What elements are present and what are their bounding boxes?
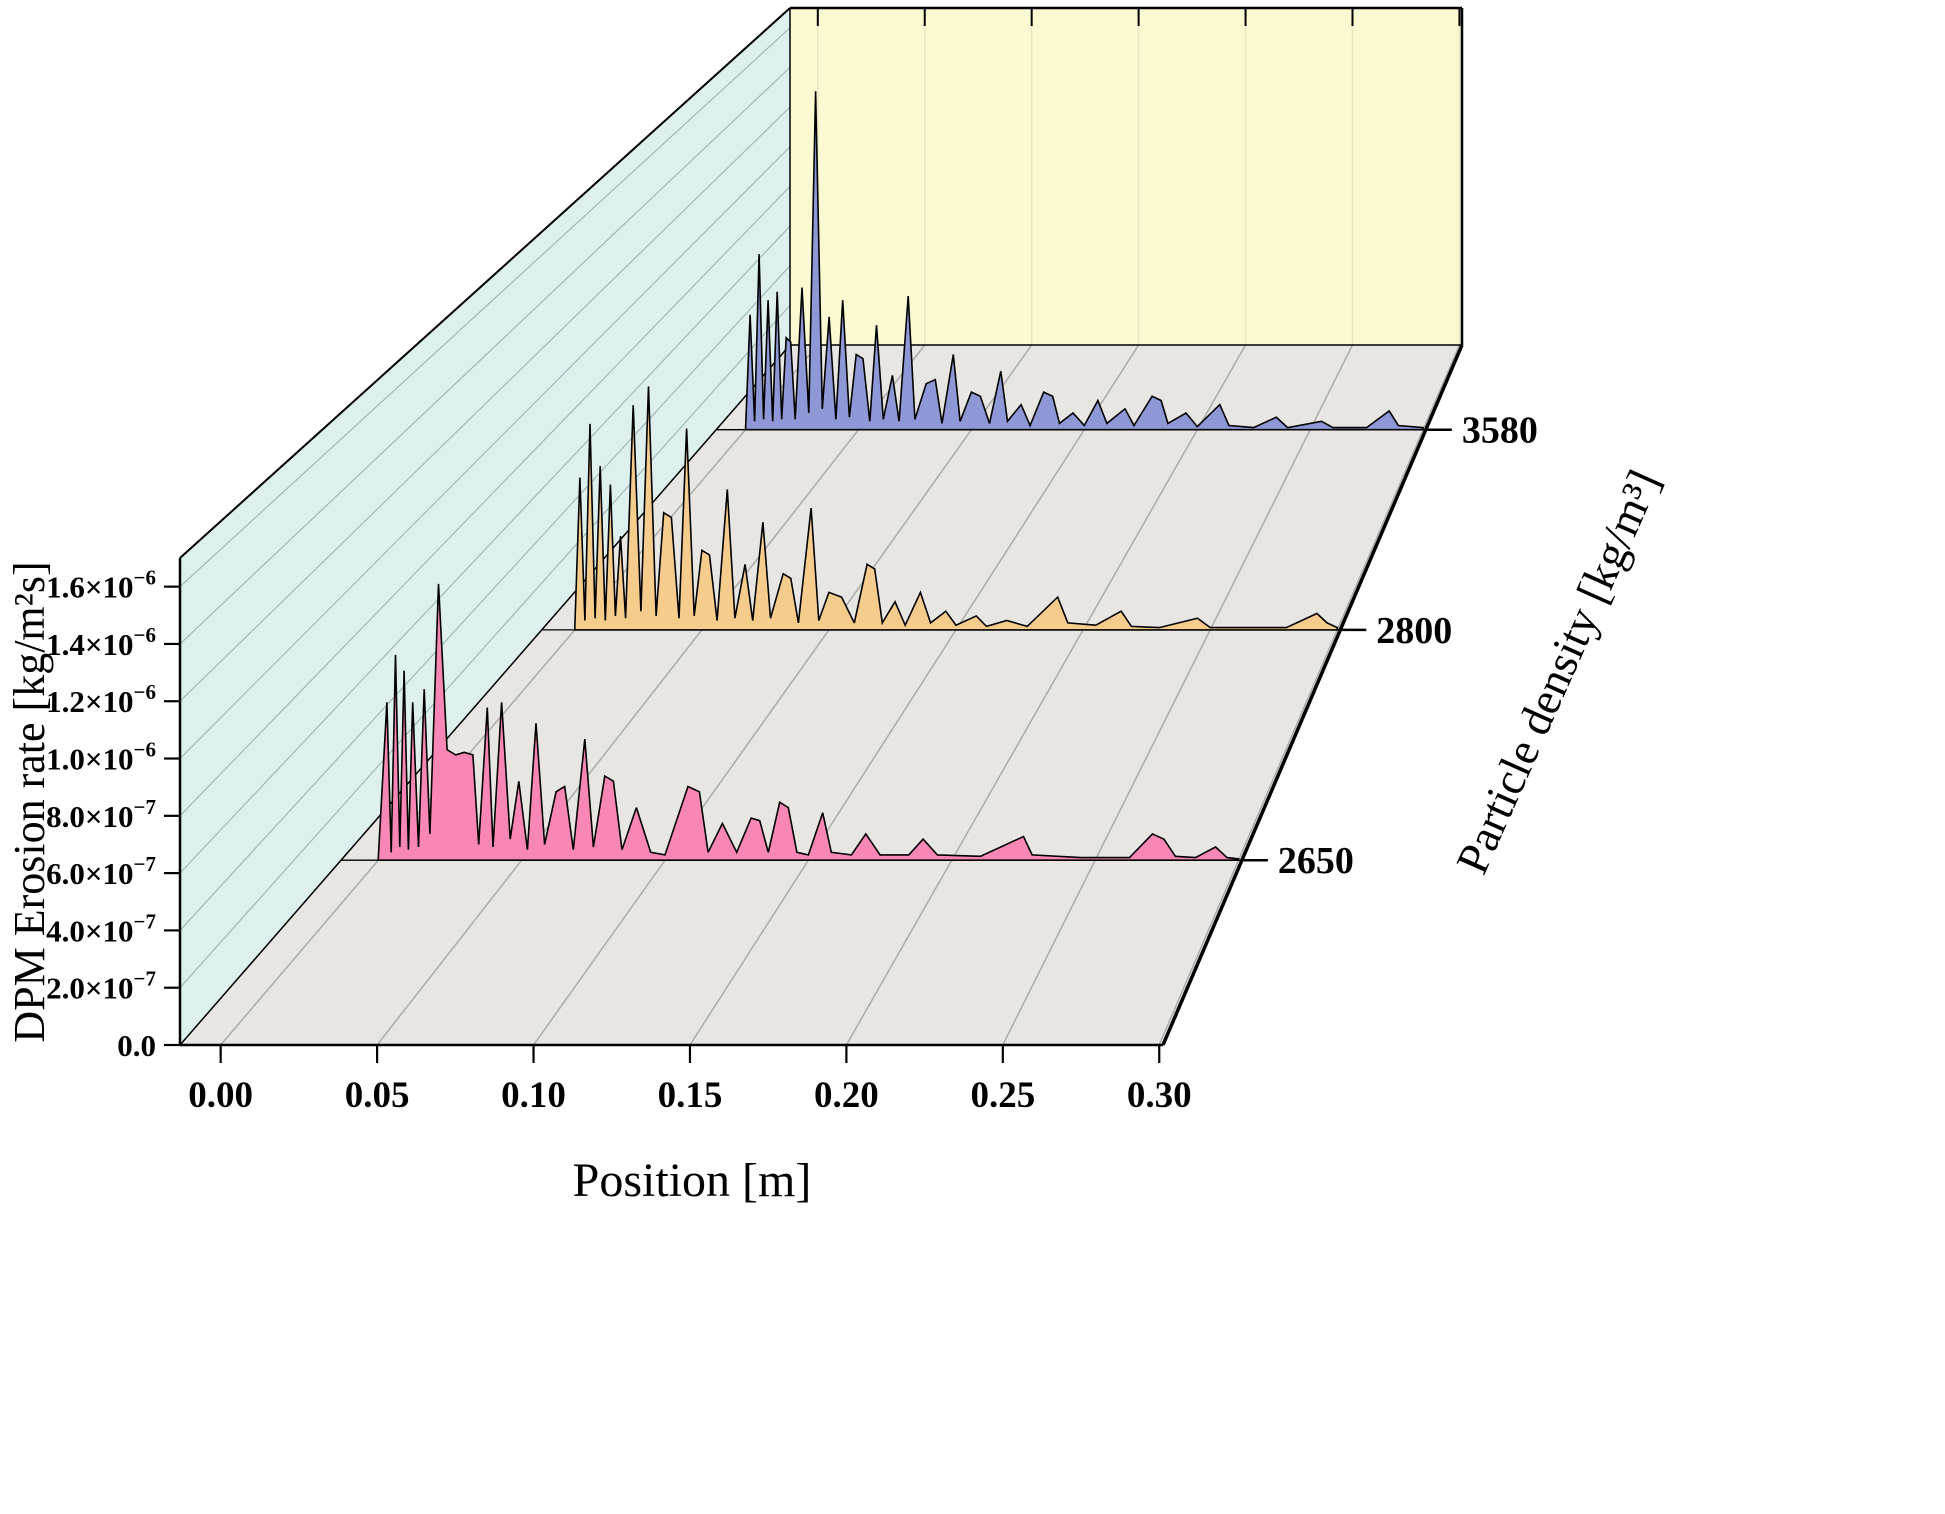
floor-grid-line [1158,344,1461,1046]
z-tick-label: 6.0×10−7 [46,852,156,891]
floor-grid-line [845,344,1247,1046]
box-edge [1161,344,1464,1046]
series-area-3580 [744,91,1424,431]
x-tick-label: 0.05 [345,1075,410,1116]
depth-tick-label: 2650 [1278,840,1354,882]
floor [180,345,1462,1045]
left-wall-grid-line [179,67,791,645]
depth-axis-title: Particle density [kg/m³] [1446,462,1670,880]
left-wall-grid-line [179,225,791,874]
x-tick-label: 0.10 [501,1075,566,1116]
x-tick-label: 0.25 [970,1075,1035,1116]
left-wall [180,8,790,1045]
z-tick-label: 1.0×10−6 [46,738,156,777]
left-wall-grid-line [179,265,791,931]
left-wall-grid-line [179,27,791,588]
series-area-2650 [377,583,1240,861]
z-axis-title: DPM Erosion rate [kg/m²s] [5,561,54,1042]
floor-grid-line [376,344,926,1046]
z-tick-label: 1.4×10−6 [46,623,156,662]
box-edge [179,7,791,559]
z-tick-label: 0.0 [117,1028,156,1063]
floor-grid-line [220,344,819,1046]
series-area-2800 [574,386,1339,631]
z-tick-label: 2.0×10−7 [46,967,156,1006]
x-axis-title: Position [m] [573,1154,812,1207]
floor-grid-line [1002,344,1354,1046]
left-wall-grid-line [179,106,791,702]
x-tick-label: 0.15 [658,1075,723,1116]
floor-grid-line [689,344,1140,1046]
left-wall-grid-line [179,185,791,817]
left-wall-grid-line [179,304,791,989]
plot-area: 0.0 2.0×10−7 4.0×10−7 6.0×10−7 8.0×10−7 1.0×1… [46,6,1538,1116]
left-wall-grid-line [179,146,791,759]
z-tick-label: 8.0×10−7 [46,795,156,834]
x-tick-label: 0.30 [1127,1075,1192,1116]
x-tick-label: 0.20 [814,1075,879,1116]
z-tick-label: 1.6×10−6 [46,566,156,605]
z-tick-label: 4.0×10−7 [46,909,156,948]
floor-grid-line [532,344,1033,1046]
x-tick-label: 0.00 [188,1075,253,1116]
depth-tick-label: 2800 [1376,610,1452,652]
z-tick-label: 1.2×10−6 [46,680,156,719]
depth-tick-label: 3580 [1462,410,1538,452]
back-wall [790,8,1462,345]
